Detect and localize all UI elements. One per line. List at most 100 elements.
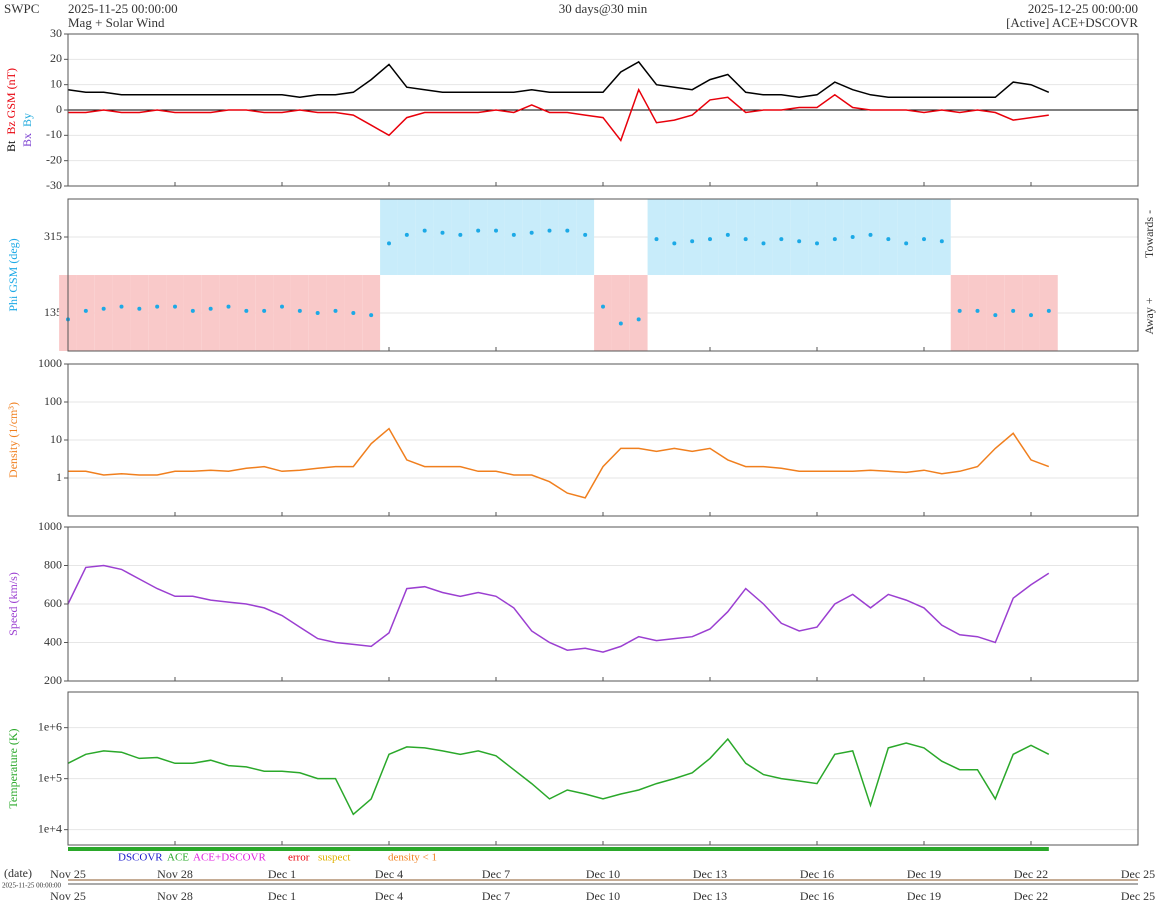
sector-band [915, 199, 933, 275]
x-tick-label: Dec 25 [1121, 867, 1155, 881]
sector-band [576, 199, 595, 275]
y-tick-label: 1000 [38, 356, 62, 370]
sector-band [487, 199, 505, 275]
phi-point [993, 313, 998, 318]
y-tick-label: 10 [50, 432, 62, 446]
phi-point [1029, 313, 1033, 318]
sector-band [594, 275, 612, 351]
sector-band [183, 275, 202, 351]
sector-band [1004, 275, 1023, 351]
phi-point [369, 313, 374, 318]
sector-band [1022, 275, 1040, 351]
sector-band [665, 199, 684, 275]
x-tick-label: Dec 7 [482, 889, 510, 903]
subtitle: Mag + Solar Wind [68, 15, 165, 30]
sector-band [130, 275, 149, 351]
x-tick-label: Dec 4 [375, 889, 403, 903]
panel-frame [67, 198, 1139, 352]
y-tick-label: 0 [56, 102, 62, 116]
x-tick-label: Dec 13 [693, 889, 727, 903]
x-tick-label: Dec 25 [1121, 889, 1155, 903]
status-legend: error [288, 852, 310, 864]
phi-point [654, 237, 659, 242]
y-tick-label: 1000 [38, 519, 62, 533]
phi-point [1011, 308, 1016, 313]
y-tick-label: 1e+6 [38, 719, 62, 733]
phi-point [636, 317, 641, 322]
sector-band [558, 199, 577, 275]
phi-point [137, 306, 142, 311]
sector-band [237, 275, 256, 351]
sector-band [790, 199, 809, 275]
series-line [67, 737, 1050, 816]
phi-point [618, 321, 623, 326]
series-line [68, 427, 1050, 499]
sector-band [1039, 275, 1058, 351]
y-label: Temperature (K) [6, 728, 20, 808]
phi-point [850, 235, 855, 239]
phi-point [422, 228, 427, 233]
phi-point [494, 228, 498, 233]
sector-band [290, 275, 309, 351]
sector-band [754, 199, 773, 275]
sector-band [112, 275, 131, 351]
sector-band [201, 275, 220, 351]
y-tick-label: 800 [44, 557, 62, 571]
y-tick-label: 20 [50, 51, 62, 65]
start-time: 2025-11-25 00:00:00 [68, 1, 178, 16]
x-tick-label: Nov 25 [50, 867, 86, 881]
span: 30 days@30 min [559, 1, 648, 16]
sector-band [736, 199, 755, 275]
y-label-part: By [20, 113, 34, 127]
sector-band [433, 199, 452, 275]
phi-point [904, 241, 909, 246]
phi-point [155, 304, 160, 309]
y-tick-label: 10 [50, 76, 62, 90]
x-tick-label: Dec 10 [586, 889, 620, 903]
sector-band [255, 275, 274, 351]
phi-point [262, 308, 267, 313]
sector-band [469, 199, 488, 275]
phi-point [529, 230, 534, 235]
y-tick-label: -20 [46, 152, 62, 166]
side-label: Towards - [1142, 210, 1156, 258]
y-tick-label: 1 [56, 470, 62, 484]
x-tick-label: Dec 22 [1014, 867, 1048, 881]
sector-band [273, 275, 291, 351]
phi-point [832, 237, 837, 242]
phi-point [868, 232, 873, 237]
y-label: Bt Bz GSM (nT) [4, 68, 18, 152]
phi-point [404, 232, 409, 237]
sector-band [968, 275, 987, 351]
sector-band [718, 199, 737, 275]
phi-point [815, 241, 819, 246]
phi-point [476, 228, 481, 233]
side-label: Away + [1142, 297, 1156, 335]
sector-band [451, 199, 470, 275]
x-tick-label: Dec 16 [800, 889, 834, 903]
x-tick-label: Dec 13 [693, 867, 727, 881]
phi-point [315, 311, 320, 315]
sector-band [879, 199, 898, 275]
y-label: Bx By [20, 113, 34, 147]
panel-frame [67, 363, 1139, 517]
sector-band [701, 199, 719, 275]
org: SWPC [4, 1, 39, 16]
sector-band [166, 275, 184, 351]
y-tick-label: 315 [44, 229, 62, 243]
phi-point [297, 308, 302, 313]
x-tick-label: Nov 28 [157, 867, 193, 881]
phi-point [351, 311, 356, 315]
phi-point [708, 237, 712, 242]
sector-band [380, 199, 398, 275]
phi-point [547, 228, 552, 233]
sector-band [825, 199, 844, 275]
sector-band [504, 199, 523, 275]
y-tick-label: 200 [44, 673, 62, 687]
panel-frame [67, 526, 1139, 682]
phi-point [583, 232, 588, 237]
series-line [68, 87, 1049, 142]
phi-point [226, 304, 231, 309]
phi-point [725, 232, 730, 237]
